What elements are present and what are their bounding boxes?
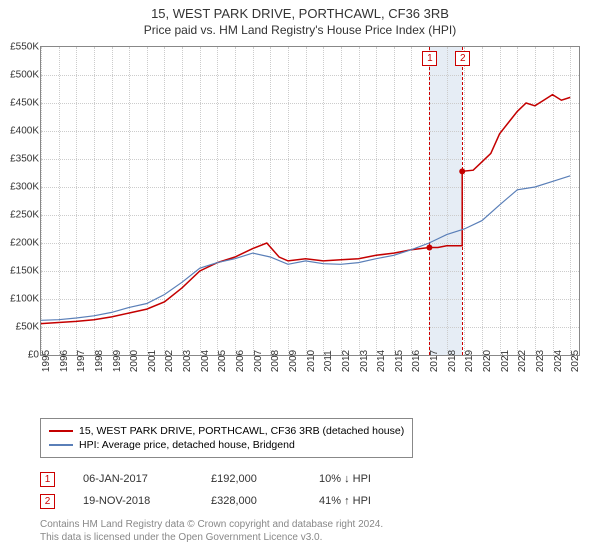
y-axis-label: £150K [3,266,39,277]
y-axis-label: £250K [3,210,39,221]
sale-point [426,244,432,250]
legend-swatch [49,444,73,446]
plot-region: £0£50K£100K£150K£200K£250K£300K£350K£400… [40,46,580,356]
sale-row: 2 19-NOV-2018 £328,000 41% ↑ HPI [40,490,409,512]
footer: Contains HM Land Registry data © Crown c… [40,518,383,544]
legend-label: HPI: Average price, detached house, Brid… [79,439,295,451]
legend-label: 15, WEST PARK DRIVE, PORTHCAWL, CF36 3RB… [79,425,404,437]
legend: 15, WEST PARK DRIVE, PORTHCAWL, CF36 3RB… [40,418,413,458]
series-property [41,95,570,324]
title-subtitle: Price paid vs. HM Land Registry's House … [0,23,600,37]
y-axis-label: £100K [3,294,39,305]
y-axis-label: £550K [3,42,39,53]
sales-table: 1 06-JAN-2017 £192,000 10% ↓ HPI 2 19-NOV-201… [40,468,409,512]
legend-swatch [49,430,73,432]
sale-point [459,168,465,174]
sale-hpi-diff: 41% ↑ HPI [319,495,409,507]
sale-price: £328,000 [211,495,291,507]
footer-line2: This data is licensed under the Open Gov… [40,531,383,544]
y-axis-label: £200K [3,238,39,249]
sale-price: £192,000 [211,473,291,485]
title-area: 15, WEST PARK DRIVE, PORTHCAWL, CF36 3RB… [0,0,600,37]
series-svg [41,47,579,355]
sale-date: 06-JAN-2017 [83,473,183,485]
sale-hpi-diff: 10% ↓ HPI [319,473,409,485]
chart-area: £0£50K£100K£150K£200K£250K£300K£350K£400… [40,46,580,378]
sale-row: 1 06-JAN-2017 £192,000 10% ↓ HPI [40,468,409,490]
sale-marker: 2 [40,494,55,509]
y-axis-label: £500K [3,70,39,81]
title-address: 15, WEST PARK DRIVE, PORTHCAWL, CF36 3RB [0,6,600,21]
y-axis-label: £450K [3,98,39,109]
legend-row: 15, WEST PARK DRIVE, PORTHCAWL, CF36 3RB… [49,425,404,437]
sale-marker: 1 [40,472,55,487]
series-hpi [41,176,570,320]
y-axis-label: £50K [3,322,39,333]
y-axis-label: £350K [3,154,39,165]
y-axis-label: £400K [3,126,39,137]
chart-container: 15, WEST PARK DRIVE, PORTHCAWL, CF36 3RB… [0,0,600,560]
sale-date: 19-NOV-2018 [83,495,183,507]
y-axis-label: £300K [3,182,39,193]
footer-line1: Contains HM Land Registry data © Crown c… [40,518,383,531]
legend-row: HPI: Average price, detached house, Brid… [49,439,404,451]
y-axis-label: £0 [3,350,39,361]
